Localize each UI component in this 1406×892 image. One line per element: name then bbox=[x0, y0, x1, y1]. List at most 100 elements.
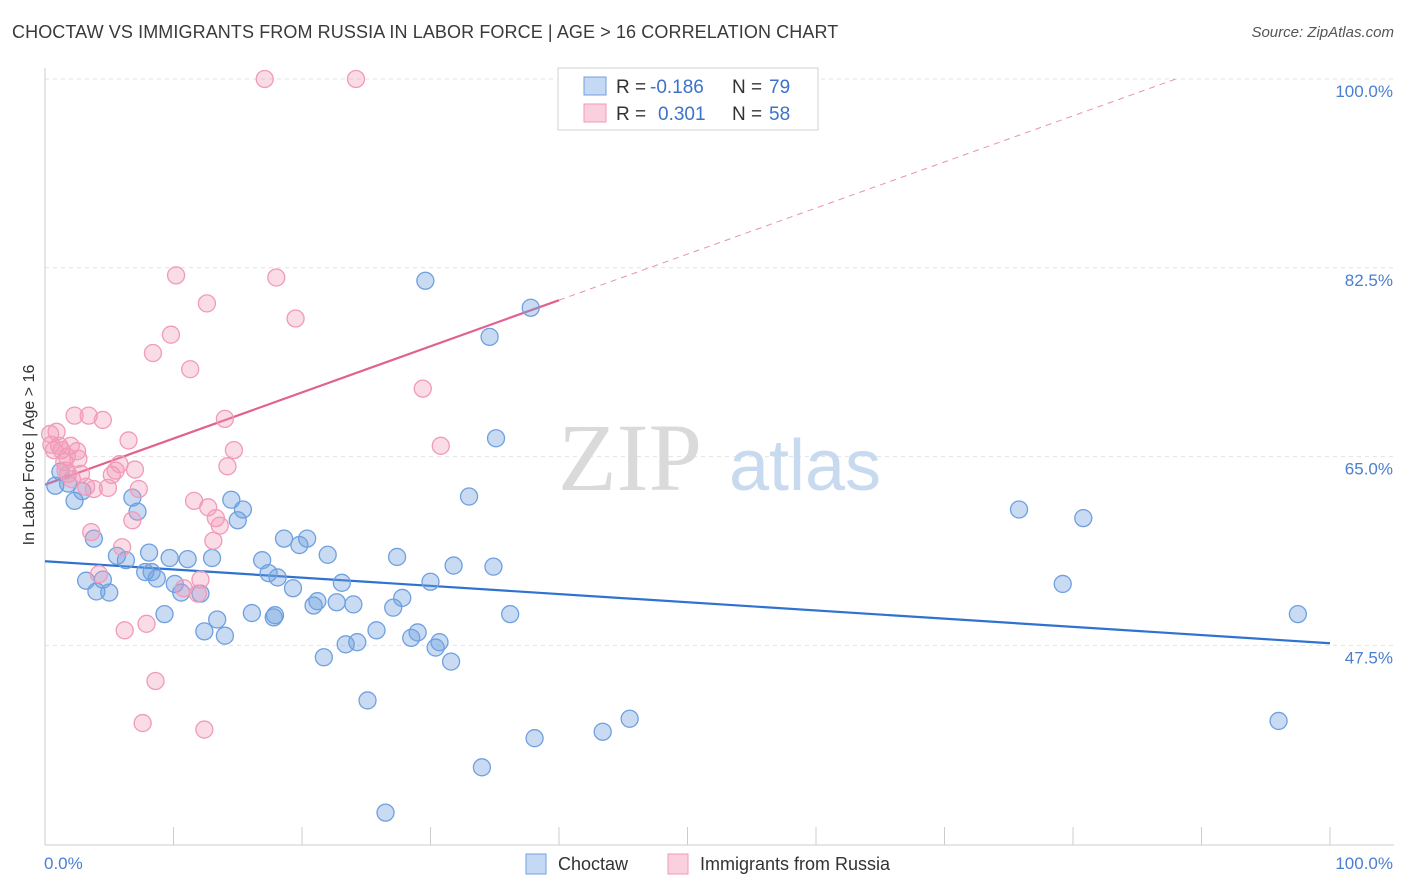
russia-point-17 bbox=[79, 406, 98, 425]
choctaw-point-74 bbox=[1053, 574, 1072, 594]
legend-r-label-2: R = bbox=[616, 104, 646, 125]
legend-n-value-1: 79 bbox=[769, 77, 790, 98]
legend-label-russia: Immigrants from Russia bbox=[700, 854, 891, 874]
russia-point-25 bbox=[110, 455, 129, 474]
choctaw-point-62 bbox=[444, 556, 463, 575]
series-legend: Choctaw Immigrants from Russia bbox=[525, 853, 891, 875]
choctaw-point-21 bbox=[178, 549, 197, 569]
russia-point-41 bbox=[191, 570, 210, 589]
grid bbox=[45, 78, 1394, 646]
y-tick-label-2: 82.5% bbox=[1345, 271, 1393, 290]
y-tick-label-3: 100.0% bbox=[1335, 82, 1393, 101]
choctaw-point-44 bbox=[327, 593, 346, 612]
choctaw-point-28 bbox=[228, 511, 247, 530]
watermark-atlas: atlas bbox=[729, 426, 881, 506]
choctaw-point-42 bbox=[314, 648, 333, 667]
choctaw-point-68 bbox=[501, 604, 520, 624]
russia-point-49 bbox=[224, 440, 244, 460]
legend-label-choctaw: Choctaw bbox=[558, 854, 629, 874]
russia-point-54 bbox=[413, 379, 432, 398]
choctaw-point-58 bbox=[421, 572, 440, 591]
russia-point-43 bbox=[197, 294, 217, 313]
choctaw-point-10 bbox=[107, 546, 127, 566]
russia-point-51 bbox=[267, 268, 286, 287]
choctaw-point-57 bbox=[416, 271, 435, 290]
russia-point-36 bbox=[161, 325, 181, 344]
russia-point-21 bbox=[93, 410, 112, 430]
russia-point-33 bbox=[137, 614, 156, 633]
choctaw-point-35 bbox=[268, 568, 287, 587]
choctaw-point-76 bbox=[1269, 711, 1288, 731]
choctaw-point-71 bbox=[593, 722, 612, 741]
stats-legend: R = -0.186 N = 79 R = 0.301 N = 58 bbox=[557, 67, 819, 131]
russia-point-18 bbox=[82, 522, 101, 542]
choctaw-point-15 bbox=[139, 543, 159, 562]
russia-point-42 bbox=[195, 720, 214, 739]
choctaw-point-45 bbox=[332, 573, 351, 592]
x-tick-label-max: 100.0% bbox=[1335, 854, 1393, 873]
legend-n-label-1: N = bbox=[732, 77, 762, 98]
russia-point-28 bbox=[119, 431, 138, 450]
watermark: ZIP atlas bbox=[558, 404, 881, 511]
russia-point-29 bbox=[123, 511, 142, 530]
axes bbox=[44, 68, 1394, 846]
russia-point-31 bbox=[129, 479, 148, 499]
russia-point-35 bbox=[146, 671, 165, 691]
choctaw-point-43 bbox=[318, 545, 337, 564]
legend-swatch-bottom-russia bbox=[667, 853, 689, 875]
chart-title: CHOCTAW VS IMMIGRANTS FROM RUSSIA IN LAB… bbox=[12, 22, 839, 42]
choctaw-trend-line bbox=[44, 560, 1331, 645]
russia-point-13 bbox=[67, 442, 87, 461]
choctaw-point-24 bbox=[202, 548, 222, 568]
y-tick-label-1: 65.0% bbox=[1345, 460, 1393, 479]
choctaw-point-51 bbox=[376, 803, 395, 822]
choctaw-point-18 bbox=[160, 548, 179, 568]
russia-point-56 bbox=[218, 457, 237, 476]
legend-n-value-2: 58 bbox=[769, 104, 790, 125]
choctaw-point-60 bbox=[430, 633, 449, 652]
russia-point-20 bbox=[89, 565, 109, 584]
legend-r-value-2: 0.301 bbox=[658, 104, 706, 125]
russia-point-26 bbox=[112, 538, 132, 557]
russia-point-12 bbox=[65, 406, 84, 425]
russia-point-32 bbox=[133, 713, 152, 733]
choctaw-point-39 bbox=[297, 529, 317, 548]
tick-labels: 47.5% 65.0% 82.5% 100.0% 0.0% 100.0% bbox=[44, 82, 1393, 873]
russia-point-27 bbox=[115, 621, 134, 640]
russia-point-19 bbox=[84, 479, 103, 499]
choctaw-point-25 bbox=[208, 610, 227, 629]
choctaw-point-63 bbox=[459, 487, 479, 506]
choctaw-point-34 bbox=[264, 608, 283, 627]
trend-lines bbox=[44, 78, 1331, 645]
choctaw-point-3 bbox=[65, 491, 84, 510]
choctaw-point-53 bbox=[387, 547, 407, 567]
choctaw-point-29 bbox=[233, 500, 253, 519]
choctaw-point-48 bbox=[344, 595, 363, 614]
choctaw-point-77 bbox=[1288, 604, 1308, 624]
choctaw-point-69 bbox=[521, 298, 540, 317]
choctaw-point-23 bbox=[195, 622, 214, 641]
russia-point-48 bbox=[215, 409, 235, 428]
choctaw-point-46 bbox=[336, 635, 355, 654]
data-points bbox=[40, 69, 1308, 822]
watermark-zip: ZIP bbox=[558, 404, 702, 511]
choctaw-point-30 bbox=[242, 603, 262, 623]
chart-source: Source: ZipAtlas.com bbox=[1251, 24, 1394, 41]
russia-point-39 bbox=[181, 360, 200, 379]
russia-point-11 bbox=[62, 470, 82, 489]
russia-point-3 bbox=[47, 422, 66, 441]
choctaw-point-61 bbox=[441, 652, 461, 671]
choctaw-point-37 bbox=[283, 579, 303, 598]
choctaw-point-65 bbox=[480, 327, 499, 347]
choctaw-point-64 bbox=[472, 758, 492, 777]
choctaw-point-50 bbox=[367, 621, 386, 640]
russia-point-14 bbox=[69, 449, 88, 468]
choctaw-point-9 bbox=[100, 583, 119, 602]
choctaw-point-70 bbox=[525, 729, 544, 748]
choctaw-point-66 bbox=[484, 557, 503, 576]
choctaw-point-54 bbox=[393, 588, 412, 608]
x-tick-label-min: 0.0% bbox=[44, 854, 83, 873]
legend-r-label-1: R = bbox=[616, 77, 646, 98]
choctaw-point-17 bbox=[155, 604, 174, 624]
